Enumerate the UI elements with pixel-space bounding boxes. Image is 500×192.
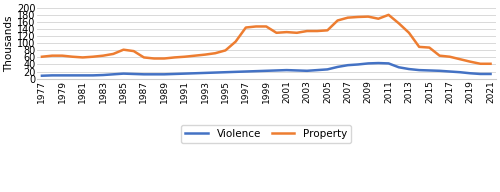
Violence: [324, 68, 330, 70]
Property: [232, 41, 238, 43]
Violence: [284, 69, 290, 71]
Violence: [396, 66, 402, 68]
Violence: [130, 73, 136, 75]
Violence: [436, 70, 442, 72]
Property: [376, 18, 382, 20]
Violence: [110, 73, 116, 75]
Property: [172, 56, 177, 59]
Property: [253, 25, 259, 28]
Violence: [162, 73, 168, 75]
Property: [274, 32, 280, 34]
Property: [90, 55, 96, 58]
Property: [426, 46, 432, 49]
Property: [355, 16, 361, 18]
Property: [70, 55, 75, 58]
Violence: [49, 74, 55, 77]
Violence: [172, 73, 177, 75]
Violence: [426, 69, 432, 72]
Violence: [80, 74, 86, 77]
Property: [478, 63, 484, 65]
Violence: [39, 74, 45, 77]
Violence: [304, 70, 310, 72]
Violence: [90, 74, 96, 77]
Property: [416, 46, 422, 48]
Property: [263, 25, 269, 28]
Violence: [447, 70, 453, 73]
Violence: [416, 69, 422, 71]
Property: [436, 55, 442, 57]
Violence: [192, 72, 198, 74]
Property: [334, 19, 340, 22]
Property: [324, 29, 330, 31]
Violence: [355, 63, 361, 66]
Property: [212, 52, 218, 54]
Violence: [212, 71, 218, 74]
Violence: [294, 69, 300, 72]
Property: [284, 31, 290, 33]
Property: [39, 55, 45, 58]
Property: [222, 49, 228, 51]
Property: [386, 14, 392, 16]
Property: [447, 55, 453, 58]
Violence: [365, 62, 371, 65]
Violence: [151, 73, 157, 75]
Violence: [376, 62, 382, 64]
Violence: [406, 68, 412, 70]
Property: [467, 60, 473, 63]
Property: [100, 55, 106, 57]
Property: [110, 53, 116, 55]
Violence: [345, 64, 351, 66]
Property: [406, 32, 412, 34]
Violence: [334, 66, 340, 68]
Violence: [274, 69, 280, 72]
Property: [49, 55, 55, 57]
Y-axis label: Thousands: Thousands: [4, 15, 14, 72]
Violence: [100, 74, 106, 76]
Violence: [60, 74, 66, 77]
Property: [304, 30, 310, 32]
Line: Property: Property: [42, 15, 490, 64]
Legend: Violence, Property: Violence, Property: [182, 125, 351, 143]
Property: [294, 32, 300, 34]
Property: [345, 17, 351, 19]
Violence: [141, 73, 147, 75]
Property: [120, 49, 126, 51]
Violence: [232, 71, 238, 73]
Violence: [120, 72, 126, 75]
Violence: [314, 69, 320, 71]
Property: [162, 57, 168, 60]
Violence: [457, 71, 463, 73]
Violence: [386, 62, 392, 65]
Violence: [478, 73, 484, 75]
Property: [365, 16, 371, 18]
Violence: [263, 70, 269, 72]
Property: [182, 55, 188, 58]
Property: [151, 57, 157, 60]
Violence: [253, 70, 259, 72]
Property: [314, 30, 320, 32]
Property: [130, 50, 136, 52]
Property: [488, 63, 494, 65]
Line: Violence: Violence: [42, 63, 490, 76]
Property: [141, 56, 147, 59]
Property: [396, 22, 402, 24]
Property: [192, 55, 198, 57]
Property: [457, 58, 463, 60]
Violence: [243, 70, 249, 73]
Violence: [70, 74, 75, 77]
Violence: [202, 72, 208, 74]
Violence: [467, 72, 473, 74]
Property: [202, 53, 208, 56]
Violence: [222, 71, 228, 73]
Property: [243, 26, 249, 29]
Violence: [182, 72, 188, 75]
Property: [80, 56, 86, 59]
Violence: [488, 73, 494, 75]
Property: [60, 55, 66, 57]
